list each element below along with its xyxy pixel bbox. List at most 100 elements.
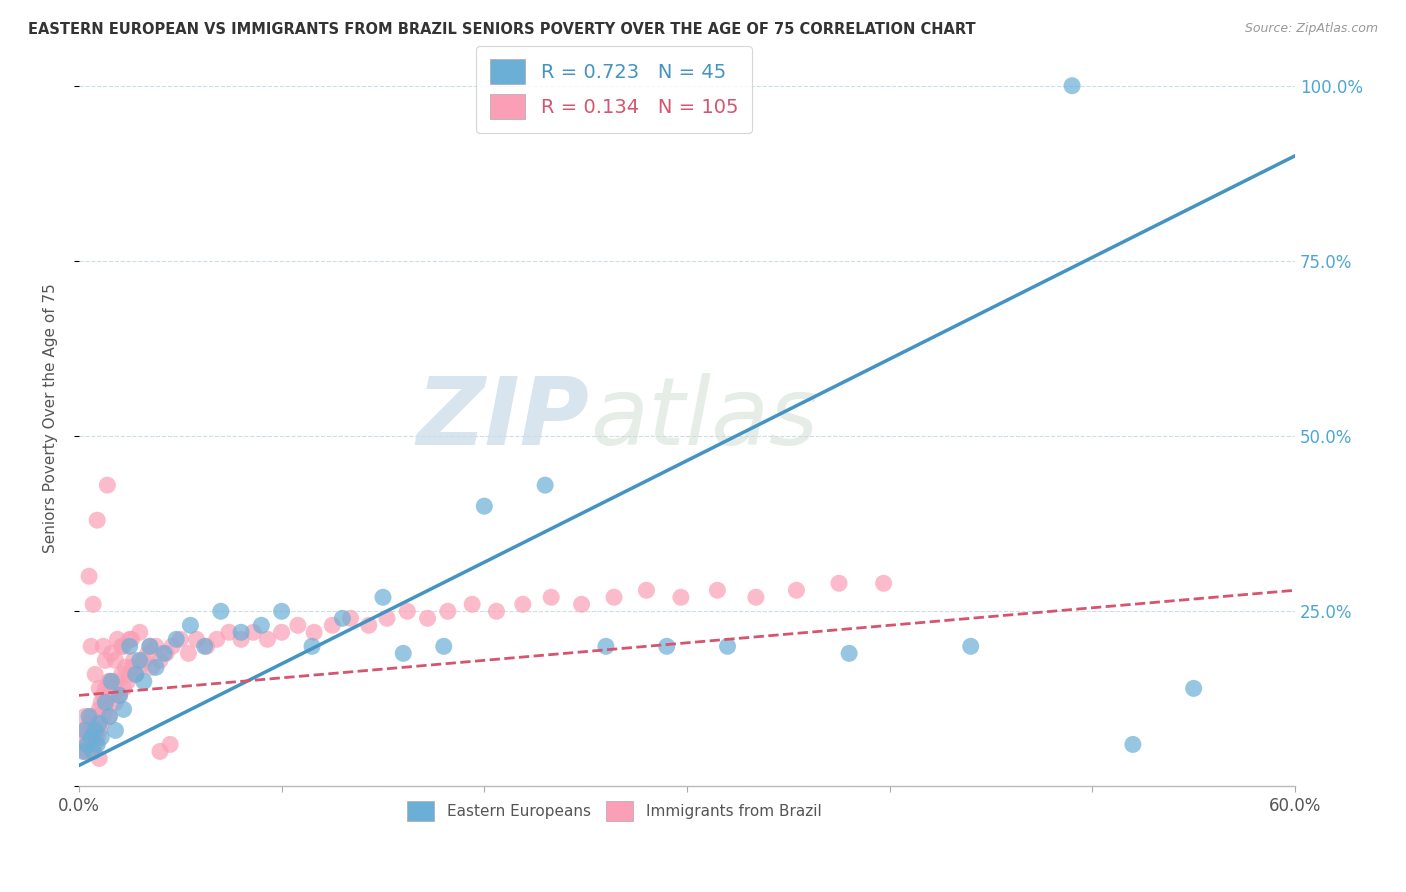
Point — [205, 632, 228, 647]
Point — [1122, 738, 1144, 752]
Point — [94, 695, 117, 709]
Point — [218, 625, 240, 640]
Point — [82, 744, 104, 758]
Point — [128, 625, 150, 640]
Point — [321, 618, 343, 632]
Point — [177, 646, 200, 660]
Point — [636, 583, 658, 598]
Point — [121, 660, 143, 674]
Point — [86, 513, 108, 527]
Point — [70, 738, 93, 752]
Point — [84, 716, 107, 731]
Point — [136, 646, 159, 660]
Point — [76, 723, 98, 738]
Point — [153, 646, 176, 660]
Point — [139, 640, 162, 654]
Point — [84, 738, 107, 752]
Point — [82, 597, 104, 611]
Point — [73, 709, 96, 723]
Point — [396, 604, 419, 618]
Point — [91, 689, 114, 703]
Point — [77, 569, 100, 583]
Point — [89, 702, 111, 716]
Point — [655, 640, 678, 654]
Point — [118, 640, 141, 654]
Point — [91, 709, 114, 723]
Point — [145, 660, 167, 674]
Point — [84, 667, 107, 681]
Point — [77, 709, 100, 723]
Point — [706, 583, 728, 598]
Point — [89, 751, 111, 765]
Point — [250, 618, 273, 632]
Point — [128, 653, 150, 667]
Point — [1060, 78, 1083, 93]
Point — [485, 604, 508, 618]
Point — [72, 723, 94, 738]
Point — [84, 723, 107, 738]
Point — [104, 723, 127, 738]
Point — [112, 640, 135, 654]
Y-axis label: Seniors Poverty Over the Age of 75: Seniors Poverty Over the Age of 75 — [44, 284, 58, 553]
Point — [603, 591, 626, 605]
Point — [82, 723, 104, 738]
Point — [145, 640, 167, 654]
Point — [160, 640, 183, 654]
Point — [540, 591, 562, 605]
Point — [118, 667, 141, 681]
Point — [89, 723, 111, 738]
Point — [125, 667, 148, 681]
Point — [89, 716, 111, 731]
Point — [82, 709, 104, 723]
Point — [80, 640, 103, 654]
Point — [534, 478, 557, 492]
Point — [716, 640, 738, 654]
Point — [461, 597, 484, 611]
Point — [375, 611, 398, 625]
Point — [118, 632, 141, 647]
Point — [82, 731, 104, 745]
Point — [117, 674, 139, 689]
Point — [110, 667, 132, 681]
Point — [194, 640, 217, 654]
Point — [96, 478, 118, 492]
Point — [108, 689, 131, 703]
Point — [571, 597, 593, 611]
Point — [785, 583, 807, 598]
Point — [108, 689, 131, 703]
Point — [80, 744, 103, 758]
Point — [595, 640, 617, 654]
Point — [96, 695, 118, 709]
Point — [339, 611, 361, 625]
Point — [107, 632, 129, 647]
Point — [169, 632, 191, 647]
Point — [745, 591, 768, 605]
Point — [186, 632, 208, 647]
Point — [104, 695, 127, 709]
Point — [80, 723, 103, 738]
Point — [149, 744, 172, 758]
Point — [94, 681, 117, 696]
Point — [89, 681, 111, 696]
Point — [872, 576, 894, 591]
Text: ZIP: ZIP — [416, 373, 589, 465]
Point — [1182, 681, 1205, 696]
Point — [392, 646, 415, 660]
Point — [98, 674, 121, 689]
Point — [100, 646, 122, 660]
Point — [669, 591, 692, 605]
Point — [100, 674, 122, 689]
Point — [179, 618, 201, 632]
Point — [90, 695, 112, 709]
Point — [114, 660, 136, 674]
Point — [132, 653, 155, 667]
Point — [371, 591, 394, 605]
Point — [270, 625, 292, 640]
Point — [209, 604, 232, 618]
Point — [155, 646, 177, 660]
Point — [103, 681, 125, 696]
Point — [159, 738, 181, 752]
Point — [433, 640, 456, 654]
Point — [302, 625, 325, 640]
Point — [90, 731, 112, 745]
